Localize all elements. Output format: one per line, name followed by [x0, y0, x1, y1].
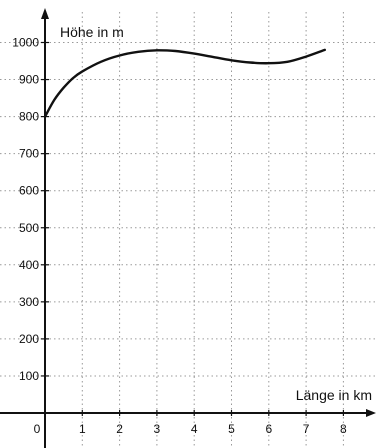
x-tick-label-1: 1	[79, 422, 86, 436]
x-axis-arrow	[366, 409, 376, 417]
grid	[0, 12, 376, 448]
y-tick-label-0: 100	[19, 369, 39, 383]
y-tick-label-5: 600	[19, 184, 39, 198]
y-tick-label-2: 300	[19, 295, 39, 309]
series-line-0	[43, 48, 326, 118]
y-tick-label-3: 400	[19, 258, 39, 272]
x-tick-label-4: 4	[191, 422, 198, 436]
y-tick-label-6: 700	[19, 147, 39, 161]
y-tick-label-8: 900	[19, 73, 39, 87]
ticks: 0 1 2 3 4 5 6 7 8 100 200 300 400 500 600 700 800 900 1000	[12, 36, 347, 437]
x-axis-label: Länge in km	[296, 387, 372, 403]
y-tick-label-4: 500	[19, 221, 39, 235]
x-tick-label-2: 2	[116, 422, 123, 436]
y-tick-label-7: 800	[19, 110, 39, 124]
x-tick-label-3: 3	[154, 422, 161, 436]
y-tick-label-9: 1000	[12, 36, 39, 50]
series-layer	[43, 48, 326, 118]
x-tick-label-6: 6	[265, 422, 272, 436]
x-tick-label-5: 5	[228, 422, 235, 436]
x-tick-label-7: 7	[303, 422, 310, 436]
x-tick-label-8: 8	[340, 422, 347, 436]
y-axis-label: Höhe in m	[60, 24, 124, 40]
y-axis-arrow	[41, 8, 49, 19]
x-tick-label-0: 0	[34, 422, 41, 436]
y-tick-label-1: 200	[19, 332, 39, 346]
